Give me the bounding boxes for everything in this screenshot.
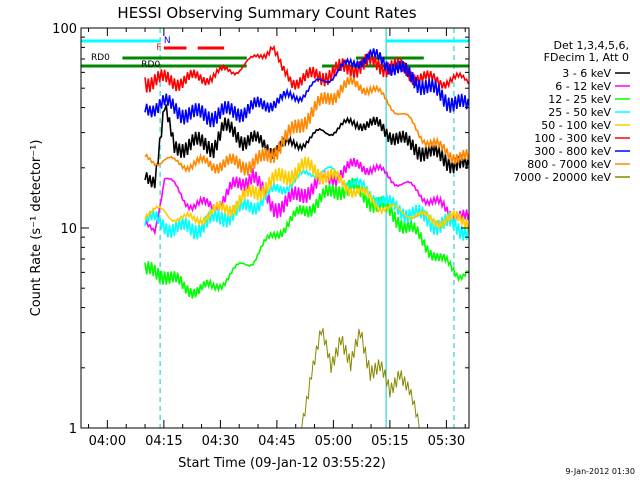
y-axis-label: Count Rate (s⁻¹ detector⁻¹) bbox=[29, 140, 44, 317]
legend-label: 50 - 100 keV bbox=[541, 119, 611, 132]
x-tick-label: 04:30 bbox=[202, 434, 239, 449]
x-tick-label: 04:00 bbox=[89, 434, 126, 449]
legend-label: 12 - 25 keV bbox=[548, 93, 611, 106]
legend-label: 300 - 800 keV bbox=[534, 145, 611, 158]
y-tick-label: 10 bbox=[60, 222, 77, 237]
flag-label: N bbox=[164, 36, 171, 46]
series-line-7000-20000keV bbox=[301, 328, 420, 428]
timestamp: 9-Jan-2012 01:30 bbox=[565, 467, 635, 476]
legend-label: 3 - 6 keV bbox=[562, 67, 611, 80]
series-line-300-800keV bbox=[144, 48, 469, 128]
series-line-12-25keV bbox=[144, 177, 469, 299]
x-tick-label: 05:30 bbox=[428, 434, 465, 449]
x-tick-label: 05:15 bbox=[371, 434, 408, 449]
series-line-800-7000keV bbox=[144, 75, 469, 176]
series-line-100-300keV bbox=[144, 44, 469, 93]
flag-label: F bbox=[156, 43, 161, 53]
flag-label: RD0 bbox=[141, 60, 160, 70]
x-tick-label: 04:45 bbox=[258, 434, 295, 449]
chart-title: HESSI Observing Summary Count Rates bbox=[117, 4, 416, 22]
legend: Det 1,3,4,5,6, FDecim 1, Att 0 3 - 6 keV… bbox=[513, 39, 630, 184]
legend-label: 800 - 7000 keV bbox=[527, 158, 611, 171]
flag-label: RD0 bbox=[91, 53, 110, 63]
x-tick-label: 04:15 bbox=[145, 434, 182, 449]
legend-title-line-2: FDecim 1, Att 0 bbox=[544, 51, 629, 64]
legend-label: 6 - 12 keV bbox=[555, 80, 611, 93]
x-tick-label: 05:00 bbox=[315, 434, 352, 449]
legend-label: 25 - 50 keV bbox=[548, 106, 611, 119]
legend-label: 7000 - 20000 keV bbox=[513, 171, 611, 184]
legend-title-line-1: Det 1,3,4,5,6, bbox=[553, 39, 629, 52]
legend-label: 100 - 300 keV bbox=[534, 132, 611, 145]
x-axis-label: Start Time (09-Jan-12 03:55:22) bbox=[178, 456, 386, 471]
series-line-50-100keV bbox=[144, 156, 469, 232]
y-tick-label: 100 bbox=[52, 22, 77, 37]
y-tick-label: 1 bbox=[69, 422, 77, 437]
